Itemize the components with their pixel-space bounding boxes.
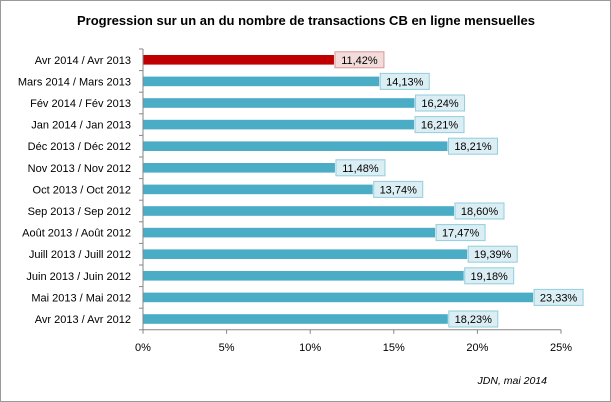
data-label: 18,23%	[455, 314, 493, 326]
category-label: Juin 2013 / Juin 2012	[26, 271, 131, 283]
x-tick-label: 0%	[135, 342, 151, 354]
bar	[143, 76, 380, 87]
category-label: Jan 2014 / Jan 2013	[31, 120, 131, 132]
data-label: 11,42%	[341, 55, 378, 67]
data-label: 16,24%	[421, 98, 459, 110]
bar	[143, 206, 454, 216]
category-label: Avr 2013 / Avr 2012	[35, 314, 131, 326]
data-label: 18,60%	[461, 206, 499, 218]
data-label-box	[448, 310, 499, 328]
data-label: 18,21%	[454, 141, 492, 153]
data-label: 16,21%	[421, 120, 459, 132]
data-label: 19,39%	[474, 249, 512, 261]
x-tick-label: 5%	[219, 342, 235, 354]
chart-title: Progression sur un an du nombre de trans…	[77, 13, 535, 28]
bar	[143, 119, 415, 130]
bar	[143, 184, 373, 195]
data-label: 19,18%	[471, 271, 509, 283]
bar	[143, 98, 415, 108]
data-label-box	[415, 94, 466, 112]
bar	[143, 55, 334, 65]
x-axis: 0% 5% 10% 15% 20% 25%	[135, 48, 572, 354]
source-note: JDN, mai 2014	[477, 375, 548, 387]
category-label: Oct 2013 / Oct 2012	[33, 184, 131, 196]
category-label: Avr 2014 / Avr 2013	[35, 55, 131, 67]
data-label-box	[379, 72, 430, 90]
x-tick-label: 25%	[550, 342, 572, 354]
data-label: 11,48%	[342, 163, 379, 175]
category-labels-layer: Avr 2014 / Avr 2013 Mars 2014 / Mars 2013…	[18, 55, 131, 326]
bars-layer	[143, 55, 534, 324]
category-label: Sep 2013 / Sep 2012	[28, 206, 131, 218]
x-tick-label: 15%	[383, 342, 405, 354]
data-label-box	[435, 224, 486, 242]
bar	[143, 141, 448, 151]
bar	[143, 249, 468, 259]
category-label: Nov 2013 / Nov 2012	[28, 163, 131, 175]
data-label: 23,33%	[540, 292, 578, 304]
data-labels-layer: 11,42% 14,13% 16,24% 16,21% 18,21% 11,48%13,7…	[334, 51, 584, 328]
data-label-box	[335, 159, 386, 177]
data-label: 13,74%	[380, 184, 418, 196]
bar	[143, 314, 448, 324]
data-label-box	[464, 267, 515, 285]
bar	[143, 163, 335, 173]
data-label-box	[334, 51, 385, 69]
bar	[143, 271, 464, 281]
x-tick-label: 20%	[466, 342, 488, 354]
category-label: Août 2013 / Août 2012	[22, 228, 131, 240]
x-tick-label: 10%	[299, 342, 321, 354]
category-label: Juill 2013 / Juill 2012	[29, 249, 131, 261]
category-label: Mai 2013 / Mai 2012	[31, 292, 131, 304]
bar	[143, 227, 436, 238]
bar	[143, 292, 534, 303]
data-label: 17,47%	[442, 228, 480, 240]
data-label-box	[454, 202, 505, 220]
data-label-box	[373, 180, 424, 198]
data-label: 14,13%	[386, 76, 424, 88]
data-label-box	[447, 137, 498, 155]
category-label: Fév 2014 / Fév 2013	[30, 98, 131, 110]
category-label: Déc 2013 / Déc 2012	[28, 141, 131, 153]
data-label-box	[467, 245, 518, 263]
data-label-box	[414, 116, 465, 134]
category-label: Mars 2014 / Mars 2013	[18, 76, 131, 88]
data-label-box	[533, 288, 584, 306]
